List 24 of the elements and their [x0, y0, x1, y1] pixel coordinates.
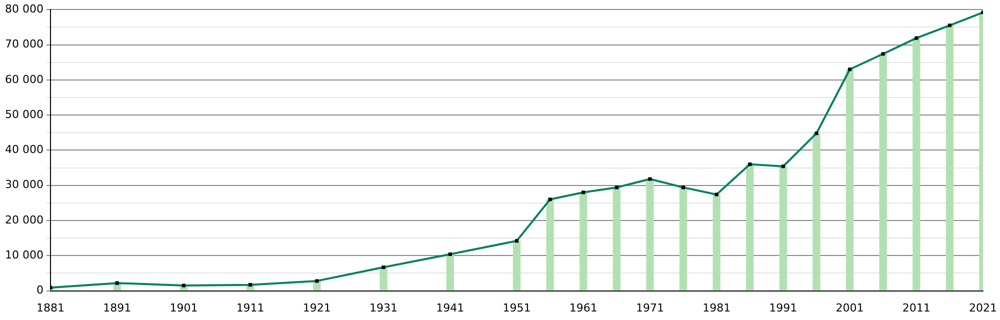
x-tick-label: 1981: [702, 301, 731, 314]
x-tick-label: 2021: [969, 301, 998, 314]
x-tick-label: 1951: [502, 301, 531, 314]
y-tick-label: 50 000: [4, 108, 44, 121]
y-tick-label: 60 000: [4, 72, 44, 86]
x-tick-label: 1901: [170, 301, 198, 314]
x-tick-label: 1931: [370, 301, 398, 314]
x-tick-label: 1941: [436, 301, 464, 314]
x-tick-label: 1881: [36, 301, 64, 314]
x-tick-label: 1911: [236, 301, 264, 314]
x-tick-label: 1921: [302, 301, 331, 314]
y-tick-label: 30 000: [4, 178, 44, 192]
x-tick-label: 1971: [636, 301, 664, 314]
x-tick-label: 2011: [902, 301, 930, 314]
y-tick-label: 0: [36, 284, 44, 297]
x-tick-label: 1961: [569, 301, 598, 314]
x-tick-label: 1991: [769, 301, 798, 314]
x-tick-label: 1891: [103, 301, 132, 314]
y-tick-label: 70 000: [4, 38, 44, 51]
y-tick-label: 20 000: [4, 213, 44, 226]
y-tick-label: 10 000: [4, 248, 44, 262]
x-tick-label: 2001: [836, 301, 864, 314]
y-tick-label: 80 000: [4, 2, 44, 16]
y-tick-label: 40 000: [4, 143, 44, 156]
